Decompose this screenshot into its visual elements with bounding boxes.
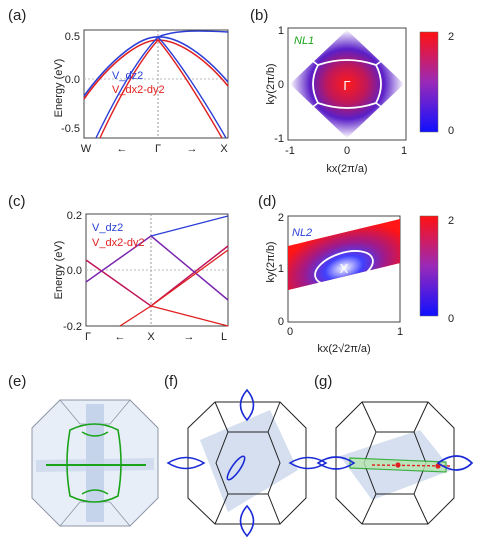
panel-f-nodal-loop-top — [239, 388, 255, 422]
panel-b-xtick: -1 — [285, 145, 295, 157]
panel-d-xtick: 1 — [397, 326, 403, 338]
panel-b-ytick: -1 — [274, 133, 284, 145]
panel-e: (e) — [8, 373, 159, 527]
panel-d-nodal-line — [314, 250, 374, 286]
panel-e-label: (e) — [8, 373, 26, 390]
panel-g-edge — [413, 401, 429, 433]
panel-f-edge — [214, 493, 229, 525]
panel-d-xtick: 0 — [287, 326, 293, 338]
panel-g-nodal-loop-left — [316, 456, 356, 470]
panel-a-xtick: → — [187, 143, 198, 155]
panel-c-ytick: 0.2 — [67, 210, 82, 222]
panel-c-label: (c) — [8, 193, 26, 210]
panel-c-band-1 — [85, 245, 229, 307]
panel-d-colorbar — [419, 215, 439, 317]
panel-c-ytick: -0.2 — [63, 321, 82, 333]
panel-d-ytick: 2 — [278, 212, 284, 224]
panel-b-center-label: Γ — [343, 78, 350, 93]
panel-c-xtick: → — [184, 331, 195, 343]
panel-b-colorbar-max: 2 — [448, 31, 454, 43]
panel-a-frame — [83, 29, 229, 139]
panel-d-ylabel: ky(2π/b) — [265, 241, 277, 282]
panel-a: (a) Energy (eV) 0.5 0.0 -0.5 W ← Γ → X V… — [8, 7, 229, 155]
panel-b-colorbar-min: 0 — [448, 125, 454, 137]
panel-c-ylabel: Energy (eV) — [53, 241, 65, 300]
panel-c-legend-red: V_dx2-dy2 — [92, 237, 145, 249]
panel-a-legend-blue: V_dz2 — [112, 70, 143, 82]
panel-g-edge — [361, 401, 377, 433]
panel-a-legend-red: V_dx2-dy2 — [112, 84, 165, 96]
panel-a-ytick: 0.5 — [65, 31, 80, 43]
panel-a-xtick: ← — [117, 143, 128, 155]
panel-b-xtick: 1 — [401, 145, 407, 157]
panel-b-ytick: 0 — [278, 79, 284, 91]
panel-f: (f) — [164, 373, 328, 538]
panel-f-nodal-loop-left — [166, 456, 206, 470]
panel-b-colorbar — [419, 31, 439, 133]
panel-b-xlabel: kx(2π/a) — [326, 163, 367, 175]
panel-a-label: (a) — [8, 7, 26, 24]
panel-g: (g) — [314, 373, 474, 525]
panel-b-ylabel: ky(2π/b) — [265, 63, 277, 104]
panel-f-nodal-loop-center — [226, 455, 246, 481]
panel-c-xtick: ← — [115, 331, 126, 343]
panel-b-inset-label: NL1 — [294, 35, 314, 47]
panel-d-xlabel: kx(2√2π/a) — [317, 343, 370, 355]
panel-g-point — [395, 462, 401, 468]
panel-d-label: (d) — [258, 193, 276, 210]
panel-e-nodal-line — [66, 423, 122, 503]
panel-a-ytick: 0.0 — [65, 74, 80, 86]
panel-a-band-red-2 — [99, 38, 223, 139]
panel-d-center-label: X — [340, 261, 349, 276]
panel-c-band-5 — [150, 305, 229, 327]
panel-b: (b) ky(2π/b) Γ NL1 1 0 -1 -1 0 1 kx(2π/a… — [250, 7, 454, 175]
panel-d-colorbar-min: 0 — [448, 313, 454, 325]
panel-a-xtick: Γ — [155, 143, 161, 155]
panel-g-edge — [413, 493, 429, 525]
panel-g-edge — [361, 493, 377, 525]
panel-b-label: (b) — [250, 7, 268, 24]
panel-c: (c) Energy (eV) 0.2 0.0 -0.2 Γ ← X → L V… — [8, 193, 229, 343]
panel-d: (d) ky(2π/b) X NL2 2 1 0 0 1 kx(2√2π/a) … — [258, 193, 454, 355]
panel-d-colorbar-max: 2 — [448, 215, 454, 227]
panel-f-nodal-loop-right — [288, 456, 328, 470]
panel-b-frame — [287, 27, 407, 141]
panel-c-band-4 — [150, 215, 229, 237]
panel-a-xtick: W — [81, 143, 92, 155]
panel-d-ytick: 0 — [278, 316, 284, 328]
panel-a-xtick: X — [220, 143, 228, 155]
panel-f-plane — [200, 410, 298, 512]
panel-c-legend-blue: V_dz2 — [92, 222, 123, 234]
panel-f-nodal-loop-bottom — [239, 504, 255, 538]
panel-f-label: (f) — [164, 373, 178, 390]
panel-d-inset-label: NL2 — [292, 227, 312, 239]
panel-f-edge — [214, 401, 229, 433]
panel-f-edge — [267, 401, 281, 433]
panel-c-ytick: 0.0 — [67, 265, 82, 277]
panel-g-label: (g) — [314, 373, 332, 390]
panel-b-map — [290, 30, 404, 138]
panel-d-ytick: 1 — [278, 263, 284, 275]
panel-a-ylabel: Energy (eV) — [53, 59, 65, 118]
panel-c-xtick: X — [147, 331, 155, 343]
panel-e-bz-face — [59, 399, 131, 425]
panel-b-ytick: 1 — [278, 25, 284, 37]
panel-c-xtick: Γ — [85, 331, 91, 343]
panel-a-band-blue-3 — [157, 30, 229, 38]
panel-e-bz-face — [59, 501, 131, 527]
panel-e-nodal-line-2 — [81, 431, 109, 495]
panel-c-xtick: L — [221, 331, 227, 343]
panel-a-ytick: -0.5 — [61, 123, 80, 135]
panel-b-xtick: 0 — [344, 145, 350, 157]
panel-g-nodal-loop-right — [436, 455, 474, 471]
panel-b-nodal-arms — [306, 56, 388, 112]
panel-f-edge — [267, 493, 281, 525]
